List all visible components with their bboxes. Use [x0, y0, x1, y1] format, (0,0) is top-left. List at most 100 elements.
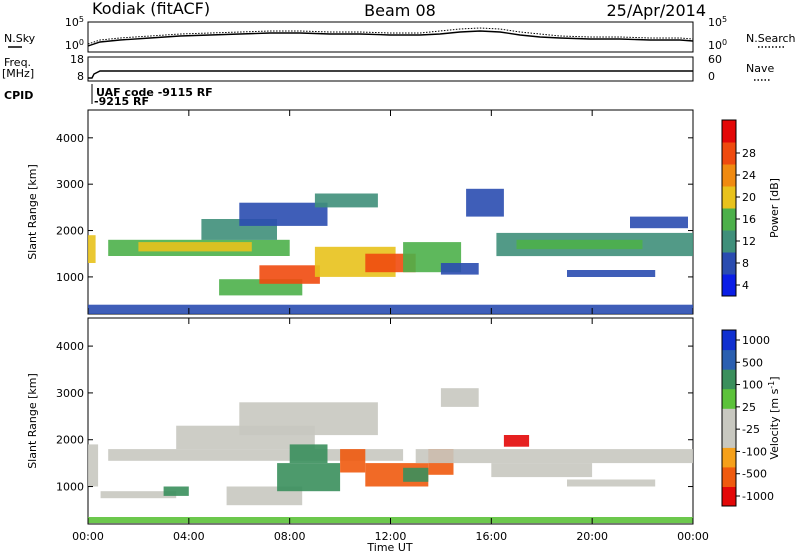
- x-tick-label: 08:00: [274, 530, 306, 543]
- y-tick-label: 1000: [56, 271, 84, 284]
- y-tick-label: 4000: [56, 132, 84, 145]
- colorbar-tick-label: 28: [742, 147, 756, 160]
- power-band-15: [630, 216, 688, 229]
- colorbar-swatch: [722, 447, 736, 468]
- colorbar-swatch: [722, 252, 736, 275]
- colorbar-swatch: [722, 427, 736, 448]
- nsearch-label: N.Search: [746, 32, 796, 45]
- power-frame: [87, 109, 694, 315]
- freq-tick-top: 18: [70, 53, 84, 66]
- power-y-ticks: 4000 3000 2000 1000: [56, 110, 694, 314]
- y-tick-label: 3000: [56, 387, 84, 400]
- y-tick-label: 2000: [56, 434, 84, 447]
- colorbar-tick-label: -100: [742, 445, 767, 458]
- date-title: 25/Apr/2014: [606, 1, 706, 20]
- nsky-label: N.Sky: [4, 32, 36, 45]
- velocity-band-4: [100, 491, 177, 499]
- velocity-marks: [88, 388, 693, 524]
- colorbar-swatch: [722, 466, 736, 487]
- noise-tick-left-bottom: 100: [65, 38, 84, 52]
- colorbar-tick-label: -1000: [742, 490, 774, 503]
- colorbar-tick-label: 12: [742, 235, 756, 248]
- colorbar-swatch: [722, 369, 736, 390]
- colorbar-tick-label: 1000: [742, 334, 770, 347]
- nave-tick-bottom: 0: [708, 70, 715, 83]
- colorbar-tick-label: 16: [742, 213, 756, 226]
- velocity-band-5: [163, 486, 189, 496]
- colorbar-tick-label: 24: [742, 169, 756, 182]
- x-tick-label: 12:00: [375, 530, 407, 543]
- power-band-14: [567, 270, 656, 277]
- cpid-label: CPID: [4, 89, 33, 102]
- colorbar-label: Velocity [m s-1]: [767, 376, 781, 459]
- cpid-text-1: UAF code -9115 RF: [96, 86, 213, 99]
- velocity-band-8: [289, 444, 328, 464]
- power-band-9: [365, 253, 416, 273]
- power-ylabel: Slant Range [km]: [26, 164, 39, 260]
- noise-tick-right-top: 105: [708, 15, 727, 29]
- x-tick-label: 04:00: [173, 530, 205, 543]
- colorbar-swatch: [722, 186, 736, 209]
- velocity-band-17: [440, 388, 479, 407]
- station-title: Kodiak (fitACF): [92, 0, 210, 18]
- colorbar-tick-label: -25: [742, 423, 760, 436]
- velocity-colorbar: 1000 500 100 25 -25 -100 -500 -1000 Velocity [m …: [721, 329, 781, 507]
- freq-panel: [87, 56, 694, 82]
- power-panel: 4000 3000 2000 1000 Slant Range [km]: [26, 109, 694, 315]
- x-tick-label: 16:00: [475, 530, 507, 543]
- power-band-13: [516, 239, 643, 250]
- colorbar-tick-label: 100: [742, 379, 763, 392]
- velocity-ylabel: Slant Range [km]: [26, 373, 39, 469]
- x-tick-label: 20:00: [576, 530, 608, 543]
- power-colorbar: 28 24 20 16 12 8 4 Power [dB]: [721, 119, 781, 297]
- noise-tick-right-bottom: 100: [708, 38, 727, 52]
- velocity-band-13: [415, 449, 693, 464]
- colorbar-tick-label: 20: [742, 191, 756, 204]
- nsky-trace: [87, 30, 694, 47]
- velocity-band-3: [239, 402, 378, 436]
- freq-tick-bottom: 8: [77, 70, 84, 83]
- freq-unit-label: [MHz]: [2, 67, 34, 80]
- colorbar-tick-label: 4: [742, 279, 749, 292]
- colorbar-tick-label: 500: [742, 356, 763, 369]
- freq-trace: [88, 70, 693, 79]
- x-ticks: 00:00 04:00 08:00 12:00 16:00 20:00 00:00: [72, 530, 709, 543]
- power-band-7: [259, 265, 320, 284]
- colorbar-swatch: [722, 120, 736, 143]
- colorbar-swatch: [722, 408, 736, 429]
- power-band-4: [239, 202, 328, 226]
- x-axis-label: Time UT: [366, 541, 412, 554]
- velocity-band-12: [403, 467, 429, 482]
- nave-tick-top: 60: [708, 53, 722, 66]
- nave-label: Nave: [746, 62, 774, 75]
- x-tick-label: 00:00: [72, 530, 104, 543]
- colorbar-tick-label: 25: [742, 401, 756, 414]
- colorbar-label: Power [dB]: [768, 178, 781, 238]
- noise-tick-left-top: 105: [65, 15, 84, 29]
- power-band-0: [88, 235, 96, 263]
- velocity-y-ticks: 4000 3000 2000 1000: [56, 318, 694, 524]
- y-tick-label: 4000: [56, 340, 84, 353]
- velocity-band-0: [88, 444, 99, 487]
- power-marks: [88, 188, 693, 314]
- colorbar-tick-label: 8: [742, 257, 749, 270]
- colorbar-swatch: [722, 208, 736, 231]
- velocity-panel: 4000 3000 2000 1000 Slant Range [km]: [26, 317, 694, 525]
- power-band-16: [466, 188, 504, 217]
- velocity-band-15: [503, 435, 530, 447]
- freq-label: Freq.: [4, 56, 31, 69]
- colorbar-frame: [721, 119, 737, 297]
- colorbar-tick-label: -500: [742, 468, 767, 481]
- colorbar-swatch: [722, 388, 736, 409]
- velocity-band-14: [491, 463, 593, 478]
- beam-title: Beam 08: [364, 1, 436, 20]
- colorbar-swatch: [722, 164, 736, 187]
- colorbar-swatch: [722, 330, 736, 351]
- y-tick-label: 2000: [56, 225, 84, 238]
- y-tick-label: 1000: [56, 481, 84, 494]
- colorbar-frame: [721, 329, 737, 507]
- y-tick-label: 3000: [56, 178, 84, 191]
- colorbar-swatch: [722, 230, 736, 253]
- power-band-5: [314, 193, 378, 208]
